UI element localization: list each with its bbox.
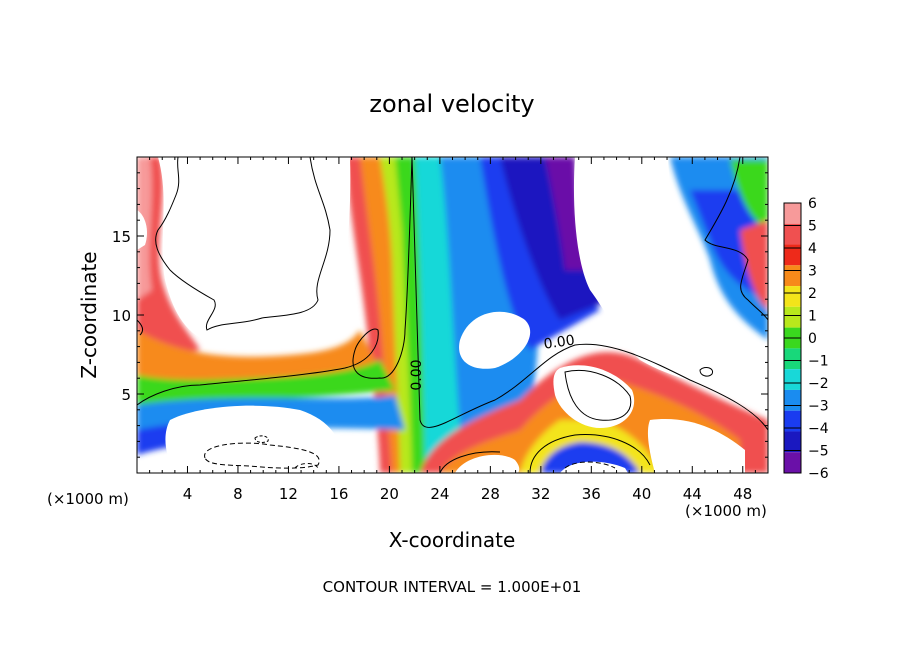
colorbar-swatch — [784, 306, 801, 328]
contour-line — [439, 451, 501, 473]
field-region — [459, 311, 531, 369]
chart-title: zonal velocity — [369, 90, 534, 118]
colorbar-swatch — [784, 369, 801, 390]
x-tick-label: 32 — [531, 485, 550, 503]
field-region — [740, 220, 768, 310]
colorbar-swatch — [784, 452, 801, 473]
y-tick-label: 10 — [112, 307, 131, 325]
contour-line — [204, 442, 320, 469]
colorbar-label: 2 — [808, 286, 817, 302]
y-axis-label: Z-coordinate — [77, 251, 101, 378]
colorbar-label: 6 — [808, 196, 817, 212]
contour-line — [411, 157, 768, 431]
y-axis-unit: (×1000 m) — [685, 502, 767, 520]
colorbar-label: −3 — [808, 399, 829, 415]
colorbar-label: 1 — [808, 309, 817, 325]
y-tick-label: 15 — [112, 228, 131, 246]
contour-line — [699, 366, 714, 377]
colorbar-swatch — [784, 244, 801, 266]
colorbar-label: −6 — [808, 466, 829, 482]
x-tick-label: 24 — [430, 485, 449, 503]
colorbar-label: 3 — [808, 264, 817, 280]
contour-line — [137, 319, 144, 336]
contour-line — [564, 461, 616, 469]
contour-line — [137, 157, 413, 406]
x-tick-label: 44 — [683, 485, 702, 503]
x-tick-label: 40 — [632, 485, 651, 503]
colorbar-label: −4 — [808, 421, 829, 437]
colorbar-swatch — [784, 265, 801, 287]
colorbar-label: 0 — [808, 331, 817, 347]
y-tick-label: 5 — [121, 386, 131, 404]
colorbar: 6 5 4 3 2 1 0 −1 −2 −3 −4 −5 −6 — [783, 196, 829, 482]
colorbar-swatch — [784, 348, 801, 370]
field-region — [647, 419, 745, 473]
colorbar-label: −1 — [808, 354, 829, 370]
neutral-regions — [137, 157, 745, 473]
y-axis: 5 10 15 — [112, 172, 768, 458]
contour-lines — [137, 157, 768, 473]
field-region — [137, 360, 395, 420]
x-tick-label: 20 — [380, 485, 399, 503]
contour-label: 0.00 — [543, 333, 576, 353]
field-region — [500, 157, 610, 320]
x-tick-label: 48 — [733, 485, 752, 503]
contour-line — [529, 434, 651, 473]
colorbar-swatch — [784, 286, 801, 307]
x-tick-label: 4 — [183, 485, 193, 503]
contour-line — [704, 157, 768, 321]
colorbar-swatch — [784, 223, 801, 245]
x-axis: 4 8 12 16 20 24 28 32 36 40 44 48 — [149, 157, 756, 503]
field-region — [158, 157, 351, 342]
colorbar-swatch — [784, 203, 801, 224]
field-region — [137, 157, 200, 360]
velocity-field — [137, 157, 768, 473]
x-axis-unit: (×1000 m) — [47, 490, 129, 508]
x-tick-label: 28 — [481, 485, 500, 503]
colorbar-swatch — [784, 431, 801, 453]
plot-area: 0.00 0.00 — [137, 157, 768, 473]
field-region — [730, 160, 768, 230]
field-region — [455, 454, 520, 473]
contour-line — [254, 435, 269, 443]
contour-interval: CONTOUR INTERVAL = 1.000E+01 — [323, 578, 582, 596]
contour-label: 0.00 — [409, 359, 425, 390]
colorbar-label: 4 — [808, 241, 817, 257]
x-axis-label: X-coordinate — [389, 528, 516, 552]
x-tick-label: 16 — [329, 485, 348, 503]
contour-line — [155, 157, 331, 331]
colorbar-swatch — [784, 389, 801, 411]
colorbar-swatch — [784, 410, 801, 432]
x-tick-label: 12 — [279, 485, 298, 503]
contour-line — [294, 463, 319, 469]
contour-line — [564, 370, 632, 421]
x-tick-label: 36 — [582, 485, 601, 503]
field-region — [560, 461, 628, 473]
contour-labels: 0.00 0.00 — [409, 333, 576, 391]
colorbar-label: −2 — [808, 376, 829, 392]
x-tick-label: 8 — [233, 485, 243, 503]
field-region — [573, 157, 743, 388]
colorbar-label: −5 — [808, 444, 829, 460]
colorbar-label: 5 — [808, 219, 817, 235]
